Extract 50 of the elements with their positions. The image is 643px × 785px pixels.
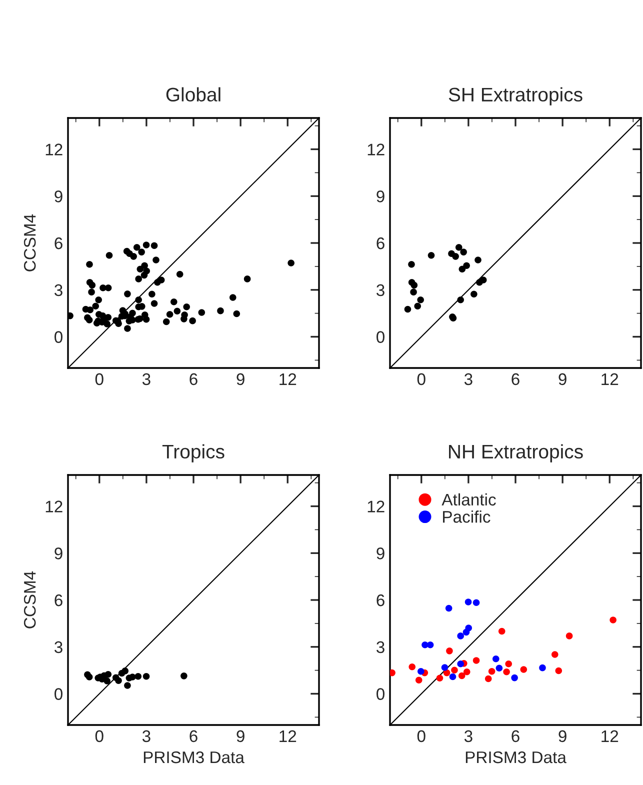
y-tick-label: 6: [376, 237, 384, 250]
x-tick-label: 6: [190, 373, 198, 386]
x-tick-label: 9: [558, 730, 566, 742]
y-tick-label: 6: [376, 594, 384, 606]
y-tick-label: 12: [368, 500, 384, 512]
chart-title: NH Extratropics: [449, 444, 583, 462]
chart-title: Tropics: [162, 444, 224, 462]
y-tick-label: 3: [376, 284, 384, 296]
x-tick-label: 0: [95, 730, 104, 742]
y-tick-label: 3: [376, 641, 384, 654]
x-tick-label: 6: [512, 373, 520, 386]
x-tick-label: 12: [280, 730, 296, 742]
x-tick-label: 3: [464, 730, 472, 742]
x-tick-label: 6: [190, 730, 198, 742]
y-tick-label: 12: [46, 500, 62, 512]
x-tick-label: 0: [95, 373, 104, 386]
y-tick-label: 9: [54, 190, 62, 202]
x-tick-label: 9: [236, 373, 244, 386]
x-tick-label: 0: [417, 373, 426, 386]
y-tick-label: 9: [54, 548, 62, 560]
y-axis-title: CCSM4: [24, 571, 36, 628]
x-tick-label: 12: [602, 373, 618, 385]
y-tick-label: 0: [54, 331, 62, 343]
y-tick-label: 12: [46, 144, 62, 156]
x-axis-title: PRISM3 Data: [466, 751, 566, 764]
y-tick-label: 3: [54, 641, 62, 654]
x-tick-label: 0: [417, 730, 426, 742]
chart-title: SH Extratropics: [448, 87, 582, 106]
y-tick-label: 0: [54, 688, 62, 700]
legend-label: Pacific: [443, 510, 490, 523]
y-tick-label: 12: [368, 144, 384, 156]
y-tick-label: 0: [376, 688, 384, 700]
y-tick-label: 6: [54, 594, 62, 606]
x-tick-label: 9: [236, 730, 244, 742]
x-tick-label: 12: [602, 730, 618, 742]
x-tick-label: 6: [512, 730, 520, 742]
x-tick-label: 3: [142, 373, 150, 386]
chart-title: Global: [166, 87, 220, 102]
x-tick-label: 3: [142, 730, 150, 742]
y-tick-label: 3: [54, 284, 62, 296]
y-tick-label: 0: [376, 331, 384, 343]
x-tick-label: 12: [280, 373, 296, 385]
x-axis-title: PRISM3 Data: [144, 751, 244, 764]
legend-label: Atlantic: [442, 493, 496, 506]
y-tick-label: 6: [54, 237, 62, 250]
x-tick-label: 9: [558, 373, 566, 386]
y-tick-label: 9: [376, 190, 384, 202]
x-tick-label: 3: [464, 373, 472, 386]
y-tick-label: 9: [376, 548, 384, 560]
y-axis-title: CCSM4: [24, 214, 36, 272]
